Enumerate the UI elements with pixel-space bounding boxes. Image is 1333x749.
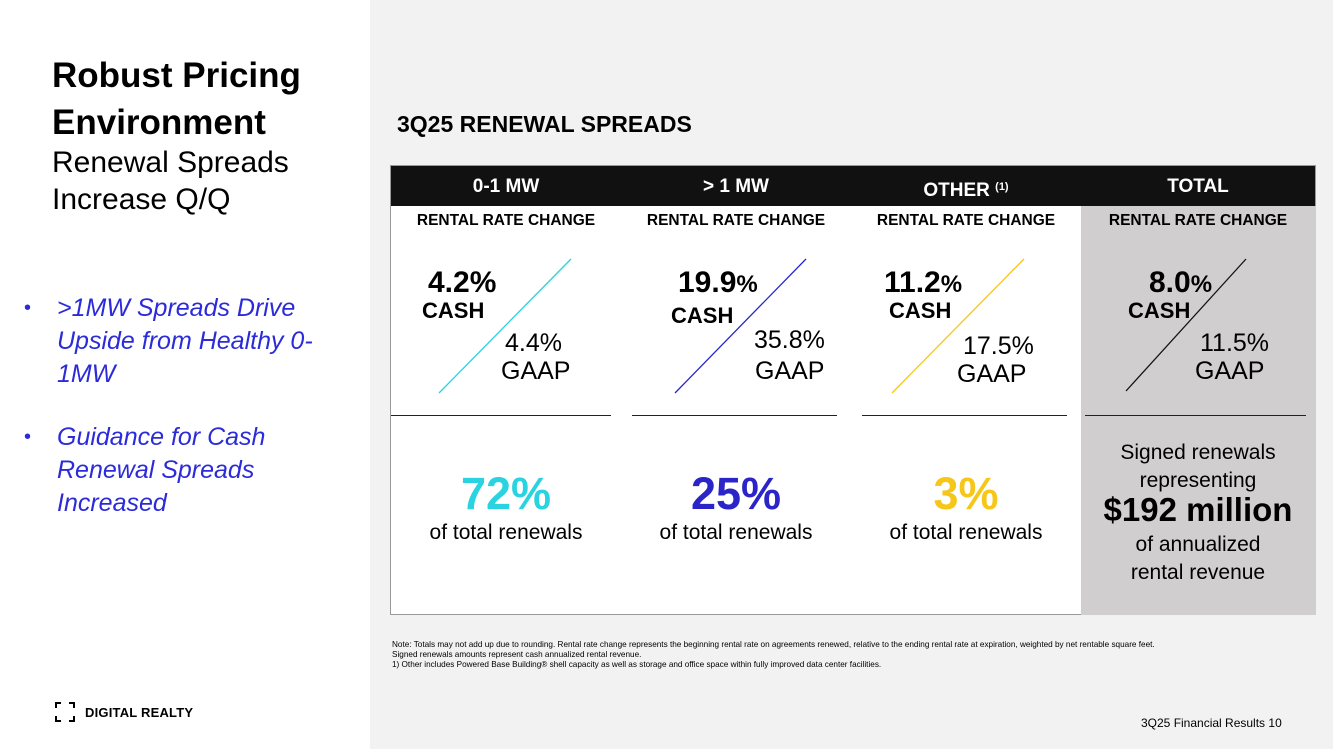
section-title: 3Q25 RENEWAL SPREADS: [397, 111, 692, 137]
cash-value: 8.0%: [1149, 266, 1213, 299]
total-text-line: Signed renewals: [1120, 441, 1276, 464]
table-header-bar: [391, 166, 1315, 206]
slide-title: Robust Pricing Environment: [52, 56, 301, 142]
company-logo: DIGITAL REALTY: [55, 702, 193, 722]
renewal-share-note: of total renewals: [429, 521, 583, 544]
column-header: TOTAL: [1167, 176, 1229, 197]
divider: [632, 415, 837, 416]
cash-value: 11.2%: [884, 266, 963, 299]
rental-rate-change-label: RENTAL RATE CHANGE: [876, 212, 1056, 229]
logo-text: DIGITAL REALTY: [85, 704, 194, 720]
footnote-line: 1) Other includes Powered Base Building®…: [392, 660, 882, 669]
cyan-diagonal-line: [438, 258, 572, 394]
yellow-diagonal-line: [891, 258, 1025, 394]
bullet-item: • >1MW Spreads Drive Upside from Healthy …: [24, 292, 344, 391]
divider: [1085, 415, 1306, 416]
renewal-share: 72%: [460, 468, 552, 519]
renewal-share-note: of total renewals: [889, 521, 1043, 544]
cash-label: CASH: [671, 303, 734, 328]
gaap-value: 4.4%: [505, 329, 562, 357]
renewal-share: 25%: [690, 468, 782, 519]
bullet-item: • Guidance for Cash Renewal Spreads Incre…: [24, 421, 344, 520]
column-over-1mw: > 1 MW RENTAL RATE CHANGE 19.9% CASH 35.…: [621, 166, 851, 614]
gaap-value: 17.5%: [963, 332, 1034, 360]
gaap-label: GAAP: [957, 360, 1027, 388]
renewal-share: 3%: [933, 468, 999, 519]
total-text-line: representing: [1139, 469, 1257, 492]
gaap-value: 11.5%: [1200, 329, 1270, 357]
total-text-line: rental revenue: [1130, 561, 1266, 584]
gaap-label: GAAP: [501, 357, 571, 385]
bullet-dot-icon: •: [24, 426, 32, 448]
footnote: Note: Totals may not add up due to round…: [392, 640, 1322, 670]
footnote-line: Signed renewals amounts represent cash a…: [392, 650, 642, 659]
gaap-value: 35.8%: [754, 326, 825, 354]
cash-label: CASH: [1128, 298, 1191, 323]
cash-label: CASH: [422, 298, 485, 323]
cash-value: 4.2%: [428, 266, 497, 299]
column-other: OTHER (1) RENTAL RATE CHANGE 11.2% CASH …: [851, 166, 1081, 614]
cash-value: 19.9%: [678, 266, 758, 299]
cash-label: CASH: [889, 298, 952, 323]
slide-subtitle: Renewal Spreads Increase Q/Q: [52, 146, 289, 216]
page-label: 3Q25 Financial Results 10: [1141, 716, 1282, 730]
rental-rate-change-label: RENTAL RATE CHANGE: [416, 212, 596, 229]
rental-rate-change-label: RENTAL RATE CHANGE: [646, 212, 826, 229]
footnote-marker: (1): [995, 181, 1009, 193]
rental-rate-change-label: RENTAL RATE CHANGE: [1108, 212, 1288, 229]
bracket-logo-icon: [55, 702, 75, 722]
total-amount: $192 million: [1103, 491, 1293, 528]
bullet-text: Guidance for Cash Renewal Spreads Increa…: [57, 423, 266, 517]
renewal-share-note: of total renewals: [659, 521, 813, 544]
column-header: OTHER (1): [923, 180, 1009, 201]
left-panel: Robust Pricing Environment Renewal Sprea…: [0, 0, 370, 749]
footnote-line: Note: Totals may not add up due to round…: [392, 640, 1155, 649]
total-column-background: [1081, 206, 1316, 615]
total-text-line: of annualized: [1135, 533, 1261, 556]
bullet-text: >1MW Spreads Drive Upside from Healthy 0…: [57, 294, 313, 388]
column-0-1mw: 0-1 MW RENTAL RATE CHANGE 4.2% CASH 4.4%…: [391, 166, 621, 614]
blue-diagonal-line: [674, 258, 807, 394]
renewal-spreads-table: 0-1 MW RENTAL RATE CHANGE 4.2% CASH 4.4%…: [390, 165, 1316, 615]
gaap-label: GAAP: [755, 357, 825, 385]
black-diagonal-line: [1125, 258, 1247, 392]
bullet-dot-icon: •: [24, 297, 32, 319]
column-header: 0-1 MW: [472, 176, 540, 197]
bullet-list: • >1MW Spreads Drive Upside from Healthy …: [24, 292, 344, 550]
column-total: TOTAL RENTAL RATE CHANGE 8.0% CASH 11.5%…: [1081, 166, 1315, 614]
divider: [862, 415, 1067, 416]
column-header: > 1 MW: [703, 176, 769, 197]
gaap-label: GAAP: [1195, 357, 1265, 385]
divider: [391, 415, 611, 416]
